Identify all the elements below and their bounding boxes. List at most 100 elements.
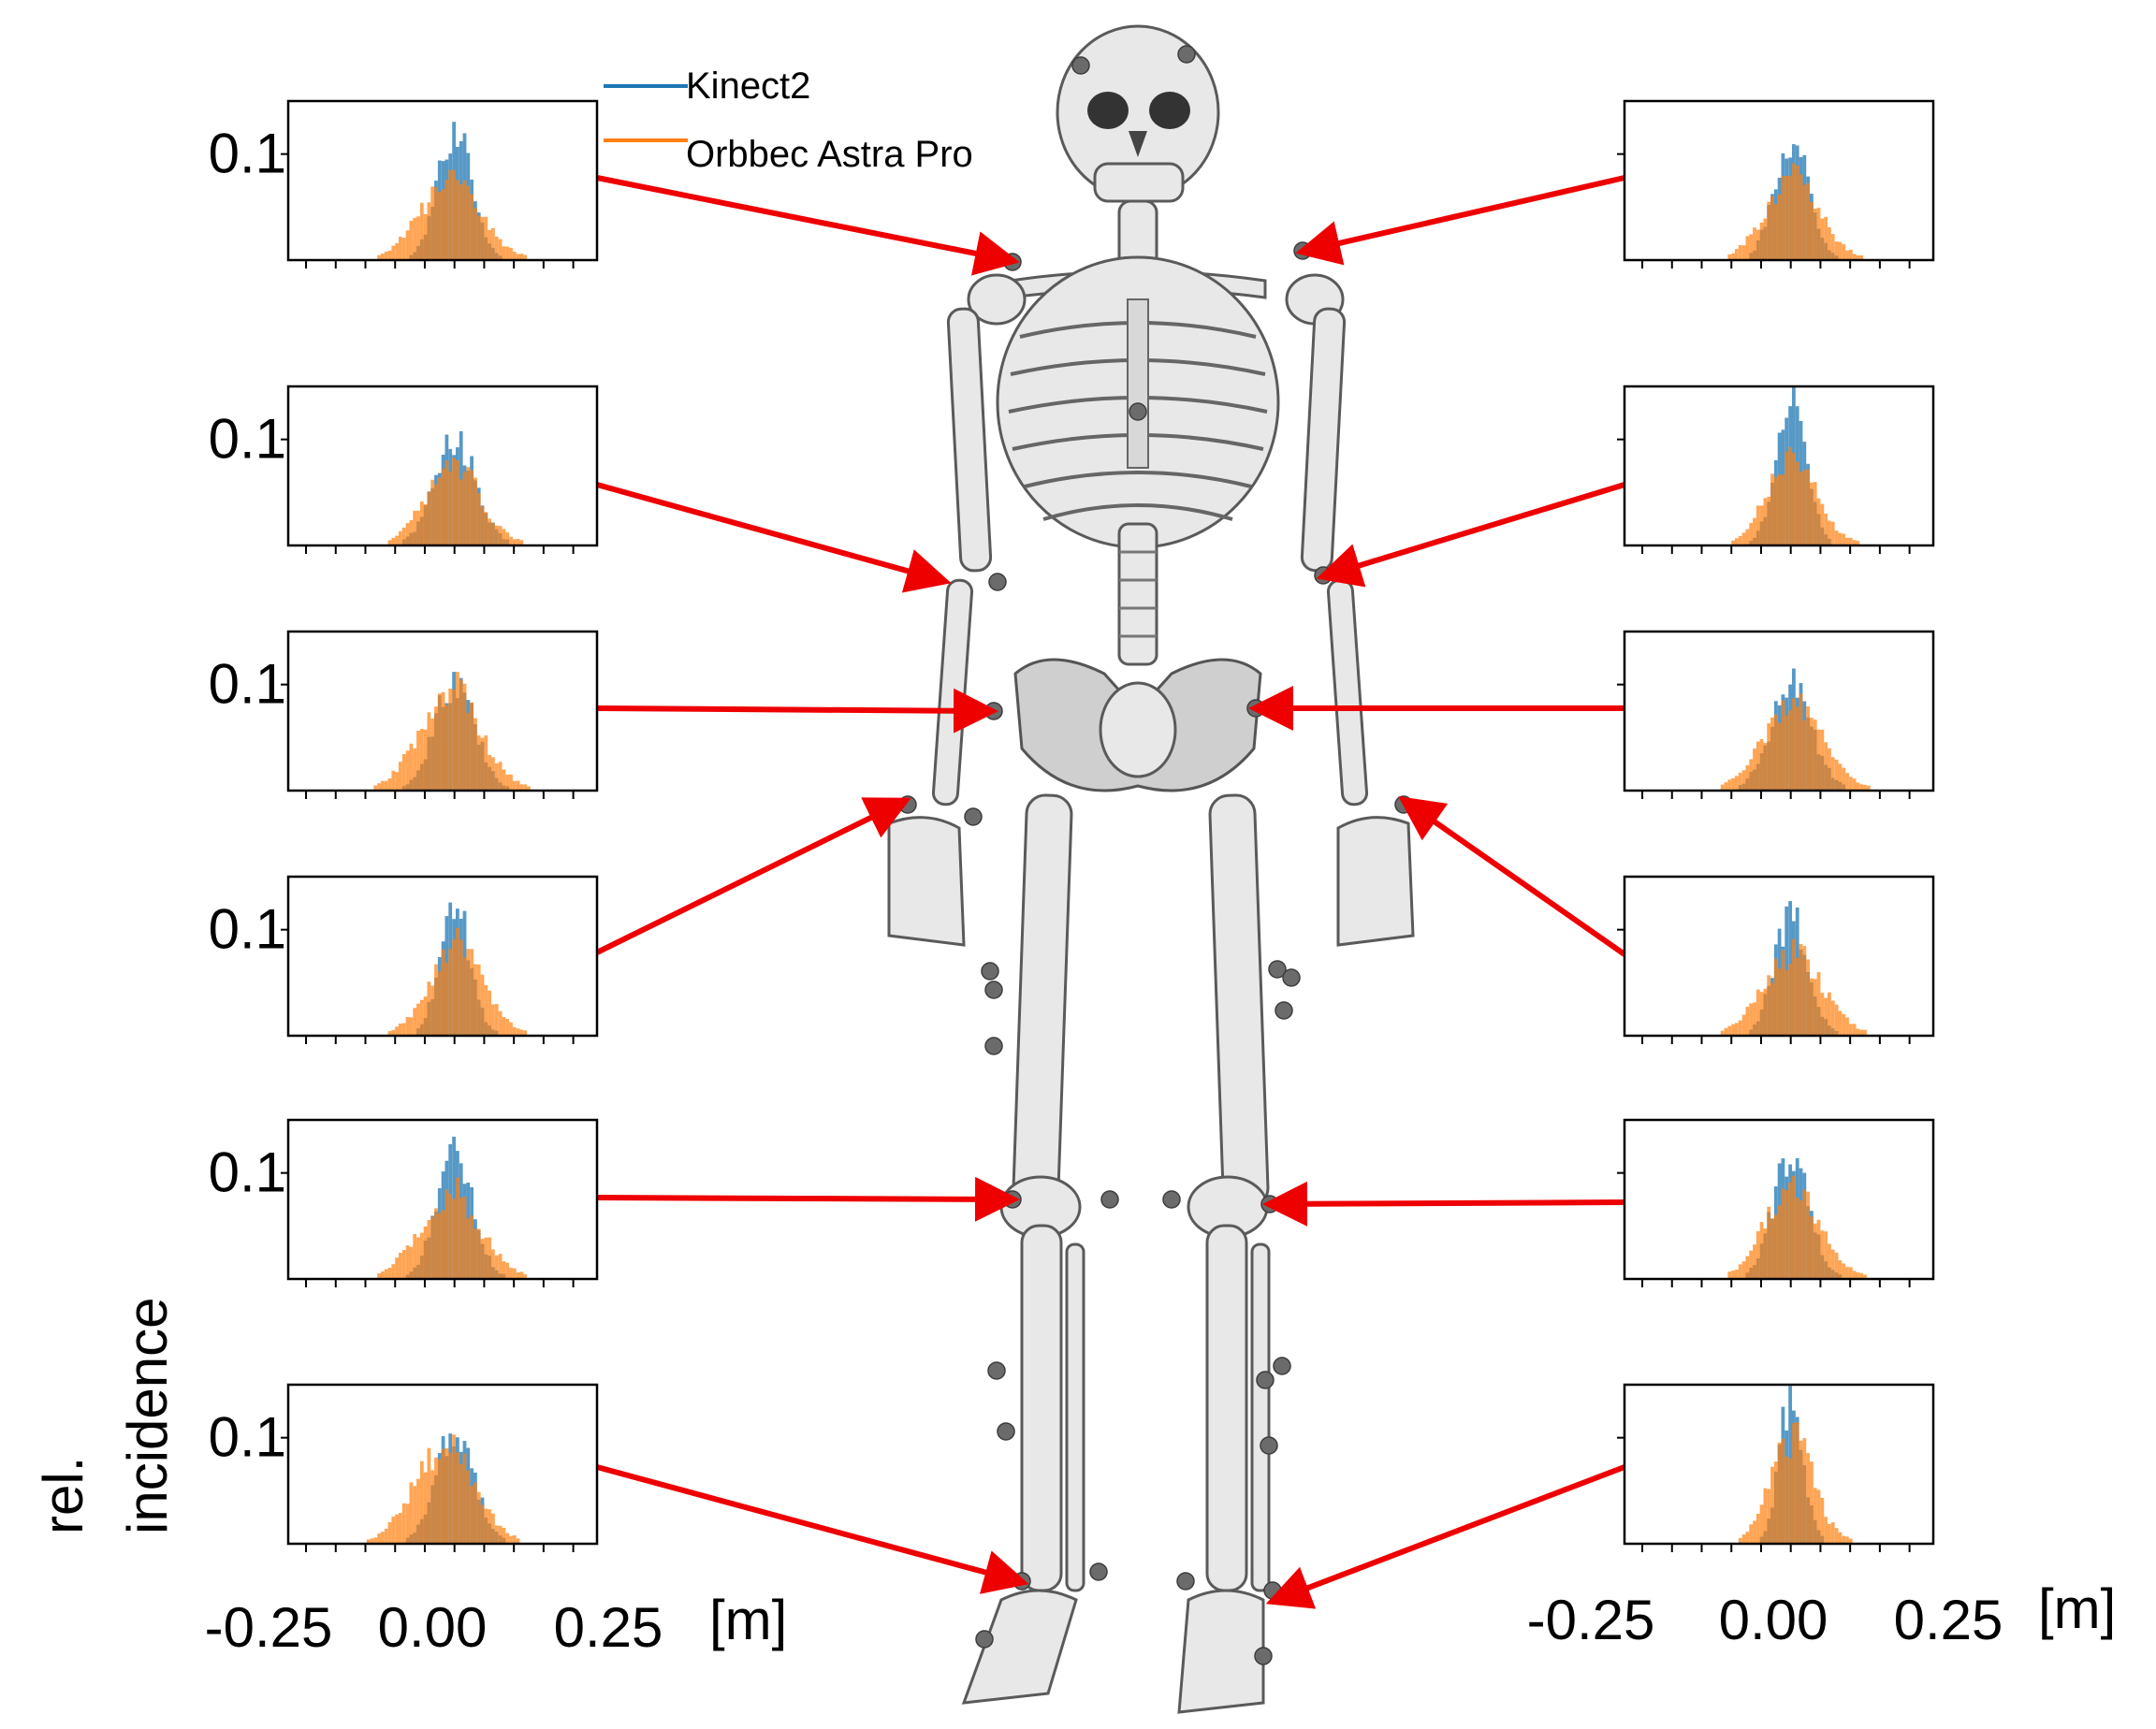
- histogram-bar: [1866, 785, 1871, 791]
- histogram-bar: [494, 1004, 499, 1036]
- histogram-bar: [516, 1028, 520, 1036]
- orbbec-bars: [1727, 1175, 1867, 1279]
- histogram-bar: [409, 220, 414, 260]
- orbbec-bars: [1720, 938, 1867, 1036]
- histogram-bar: [1759, 222, 1764, 260]
- histogram-bar: [377, 783, 381, 791]
- histogram-bar: [509, 774, 513, 791]
- histogram-panel-right-5: [1617, 1118, 1935, 1287]
- histogram-bar: [1785, 715, 1789, 791]
- histogram-bar: [1859, 1029, 1864, 1036]
- histogram-bar: [512, 1268, 517, 1279]
- histogram-bar: [509, 536, 513, 545]
- histogram-bar: [1788, 964, 1792, 1036]
- histogram-bar: [502, 529, 506, 545]
- histogram-bar: [1741, 1261, 1746, 1279]
- histogram-bar: [387, 1268, 392, 1279]
- histogram-bar: [448, 949, 453, 1036]
- histogram-bar: [1755, 741, 1760, 791]
- histogram-bar: [1852, 1271, 1857, 1279]
- histogram-bar: [437, 1213, 442, 1279]
- histogram-bar: [1842, 1263, 1846, 1279]
- histogram-bar: [1838, 1260, 1843, 1279]
- histogram-bar: [441, 189, 445, 260]
- histogram-bar: [470, 470, 473, 545]
- histogram-bar: [1777, 1442, 1782, 1544]
- histogram-bar: [456, 180, 459, 260]
- histogram-bar: [466, 1470, 471, 1544]
- histogram-bar: [1777, 968, 1782, 1036]
- histogram-bar: [491, 227, 495, 260]
- histogram-bar: [387, 1521, 392, 1544]
- histogram-bar: [1773, 1461, 1778, 1544]
- histogram-bar: [498, 762, 503, 791]
- histogram-bar: [377, 254, 381, 260]
- histogram-bar: [384, 1528, 388, 1544]
- x-ticklabels-right: -0.25 0.00 0.25 [m]: [1527, 1577, 2117, 1651]
- histogram-bar: [466, 185, 471, 260]
- histogram-bar: [476, 1491, 481, 1544]
- arrow-left-wrist: [595, 797, 911, 955]
- histogram-bar: [1828, 1523, 1831, 1544]
- histogram-bar: [509, 1022, 513, 1036]
- histogram-bar: [1810, 482, 1814, 545]
- x-ticklabel-right-2: 0.25: [1894, 1589, 2003, 1651]
- histogram-bar: [1799, 174, 1803, 260]
- histogram-bar: [512, 1026, 517, 1036]
- histogram-bar: [1759, 739, 1764, 791]
- histogram-bar: [413, 1234, 417, 1279]
- histogram-bar: [1738, 1264, 1742, 1279]
- histogram-bar: [1852, 1024, 1857, 1036]
- histogram-bar: [505, 1262, 510, 1279]
- histogram-bar: [1727, 779, 1732, 791]
- histogram-bar: [441, 691, 445, 791]
- histogram-bar: [1848, 1538, 1853, 1544]
- histogram-bar: [1852, 540, 1857, 545]
- histogram-bar: [381, 254, 385, 260]
- histogram-bar: [1731, 253, 1735, 260]
- histogram-bar: [1795, 957, 1799, 1036]
- histogram-bar: [434, 485, 438, 545]
- histogram-bar: [519, 540, 524, 545]
- histogram-bar: [470, 949, 473, 1036]
- histogram-bar: [419, 1232, 424, 1279]
- histogram-bar: [1824, 513, 1828, 545]
- histogram-bar: [498, 1010, 503, 1036]
- histogram-bar: [448, 169, 453, 260]
- histogram-bar: [1806, 705, 1810, 791]
- histogram-bar: [1816, 1489, 1821, 1544]
- histogram-bar: [512, 252, 517, 260]
- histogram-bar: [1773, 204, 1778, 260]
- y-ticklabel: 0.1: [209, 1406, 286, 1469]
- histogram-bar: [1842, 1535, 1846, 1544]
- panel-frame: [286, 385, 599, 547]
- histogram-bar: [444, 962, 449, 1036]
- histogram-bar: [491, 1513, 495, 1544]
- panel-frame: [1623, 1383, 1935, 1546]
- histogram-bar: [395, 535, 399, 545]
- histogram-bar: [1781, 1188, 1785, 1279]
- histogram-bar: [1788, 710, 1792, 791]
- histogram-bar: [462, 472, 467, 545]
- histogram-bar: [1845, 1536, 1849, 1544]
- histogram-bar: [484, 1508, 488, 1544]
- histogram-bar: [502, 769, 506, 791]
- histogram-bar: [494, 525, 499, 545]
- histogram-bar: [437, 191, 442, 260]
- histogram-bar: [1810, 1461, 1814, 1544]
- histogram-bar: [1845, 537, 1849, 545]
- histogram-bar: [480, 974, 485, 1036]
- histogram-bar: [401, 527, 406, 545]
- histogram-bar: [427, 491, 431, 545]
- histogram-bar: [1745, 1007, 1750, 1036]
- histogram-bar: [1767, 975, 1771, 1036]
- histogram-bar: [1777, 474, 1782, 545]
- histogram-bar: [452, 689, 456, 791]
- histogram-bar: [441, 1448, 445, 1544]
- skeleton-illustration: [887, 24, 1415, 1714]
- histogram-bar: [459, 679, 463, 791]
- histogram-bar: [1792, 1422, 1796, 1544]
- histogram-bar: [395, 1257, 399, 1279]
- histogram-bar: [1820, 1230, 1825, 1279]
